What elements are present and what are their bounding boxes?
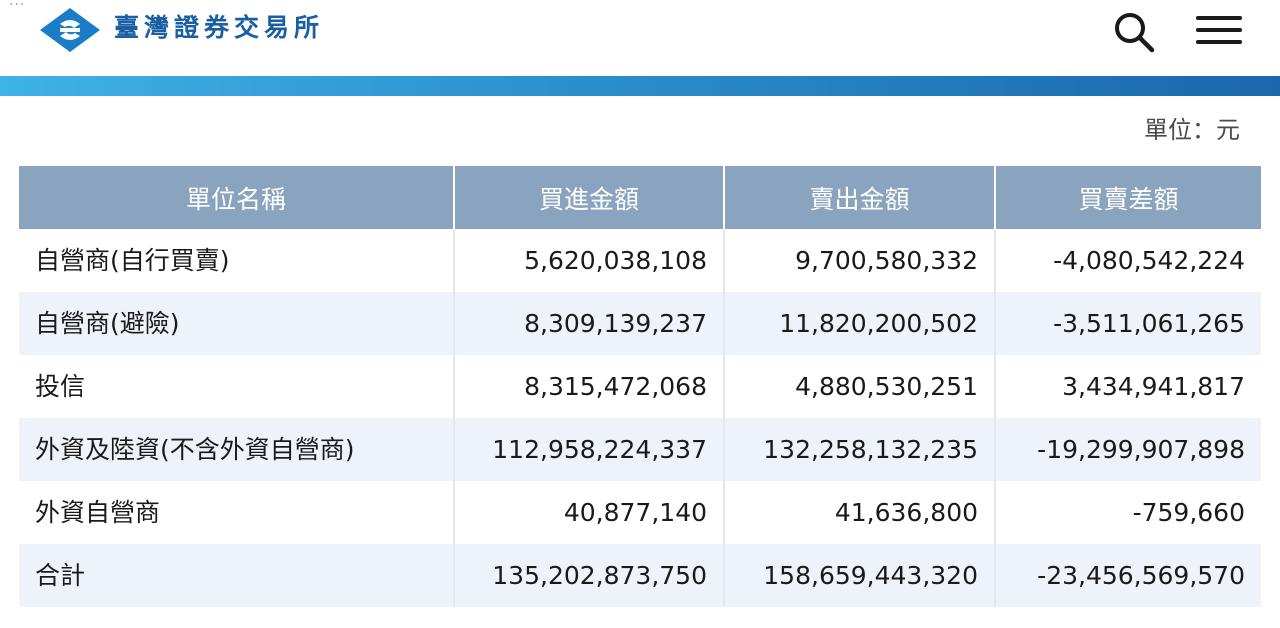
sell-amount: 9,700,580,332 — [723, 229, 995, 292]
row-label: 外資自營商 — [35, 498, 161, 527]
buy-amount: 135,202,873,750 — [453, 544, 724, 607]
buy-amount: 8,309,139,237 — [453, 292, 724, 355]
column-header-buy-amount: 買進金額 — [453, 166, 724, 229]
buy-amount: 8,315,472,068 — [453, 355, 724, 418]
buy-amount: 40,877,140 — [453, 481, 724, 544]
menu-icon — [1196, 16, 1242, 20]
table-header-row: 單位名稱 買進金額 賣出金額 買賣差額 — [19, 166, 1261, 229]
more-dots: ··· — [9, 0, 26, 13]
net-amount: -19,299,907,898 — [994, 418, 1261, 481]
sell-amount: 4,880,530,251 — [723, 355, 995, 418]
site-header: ··· 臺灣證券交易所 — [0, 0, 1280, 76]
trading-summary-table: 單位名稱 買進金額 賣出金額 買賣差額 自營商(自行買賣) 5,620,038,… — [19, 166, 1261, 607]
column-header-sell-amount: 賣出金額 — [723, 166, 995, 229]
table-row: 合計 135,202,873,750 158,659,443,320 -23,4… — [19, 544, 1261, 607]
row-label: 合計 — [19, 544, 454, 607]
net-amount: 3,434,941,817 — [994, 355, 1261, 418]
menu-button[interactable] — [1193, 12, 1245, 48]
column-header-unit-name: 單位名稱 — [19, 166, 454, 229]
sell-amount: 132,258,132,235 — [723, 418, 995, 481]
brand-name[interactable]: 臺灣證券交易所 — [114, 13, 325, 42]
column-header-net-amount: 買賣差額 — [994, 166, 1261, 229]
twse-logo-icon[interactable] — [38, 6, 102, 54]
menu-icon — [1196, 28, 1242, 32]
net-amount: -23,456,569,570 — [994, 544, 1261, 607]
table-row: 外資及陸資(不含外資自營商) 112,958,224,337 132,258,1… — [19, 418, 1261, 481]
sell-amount: 41,636,800 — [723, 481, 995, 544]
search-icon — [1115, 13, 1155, 53]
unit-label: 單位：元 — [1144, 116, 1240, 144]
table-row: 自營商(避險) 8,309,139,237 11,820,200,502 -3,… — [19, 292, 1261, 355]
row-label: 自營商(自行買賣) — [35, 246, 230, 275]
net-amount: -3,511,061,265 — [994, 292, 1261, 355]
table-row: 外資自營商 40,877,140 41,636,800 -759,660 — [19, 481, 1261, 544]
net-amount: -759,660 — [994, 481, 1261, 544]
search-button[interactable] — [1112, 10, 1156, 54]
sell-amount: 11,820,200,502 — [723, 292, 995, 355]
table-row: 自營商(自行買賣) 5,620,038,108 9,700,580,332 -4… — [19, 229, 1261, 292]
menu-icon — [1196, 40, 1242, 44]
header-accent-bar — [0, 76, 1280, 96]
row-label: 外資及陸資(不含外資自營商) — [19, 418, 454, 481]
buy-amount: 5,620,038,108 — [453, 229, 724, 292]
row-label: 自營商(避險) — [19, 292, 454, 355]
net-amount: -4,080,542,224 — [994, 229, 1261, 292]
table-row: 投信 8,315,472,068 4,880,530,251 3,434,941… — [19, 355, 1261, 418]
row-label: 投信 — [35, 372, 86, 401]
buy-amount: 112,958,224,337 — [453, 418, 724, 481]
sell-amount: 158,659,443,320 — [723, 544, 995, 607]
